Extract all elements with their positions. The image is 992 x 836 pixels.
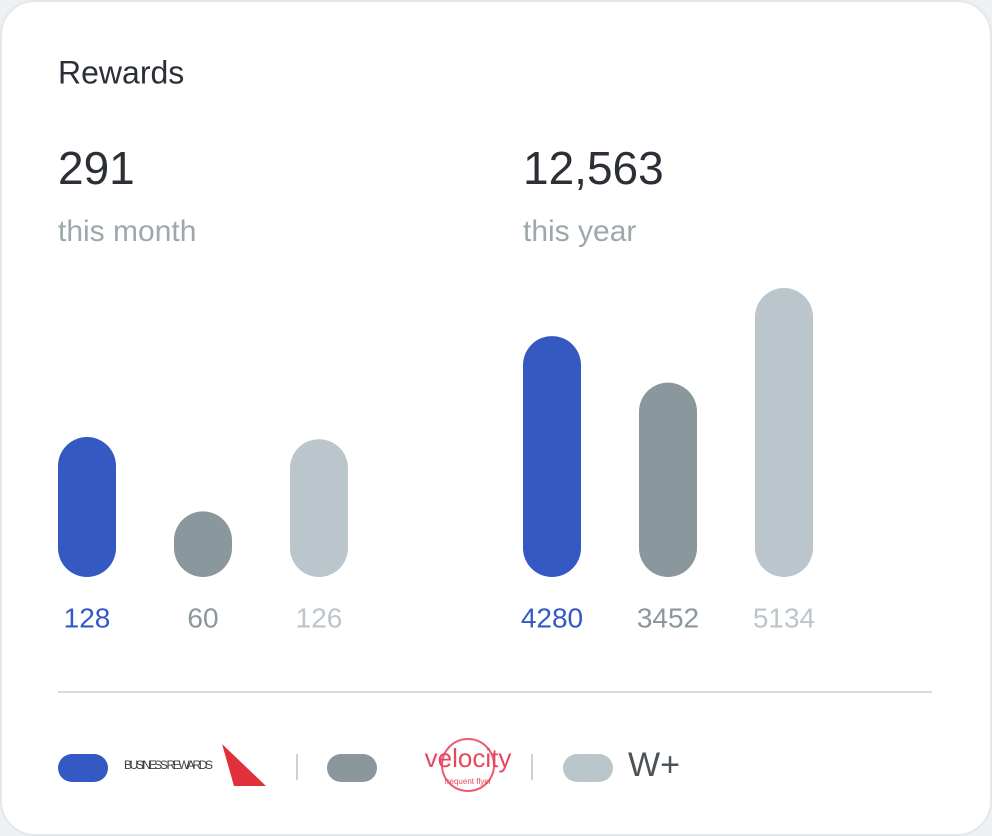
bar	[290, 439, 348, 577]
chart-subtitle: this year	[523, 215, 636, 248]
legend-label: W+	[628, 746, 680, 784]
bar	[755, 288, 813, 577]
card-title: Rewards	[58, 54, 184, 90]
legend-swatch	[58, 754, 108, 782]
value-label: 128	[64, 602, 111, 633]
bar	[58, 437, 116, 577]
bar	[523, 336, 581, 577]
legend-sublabel: frequent flyer	[445, 777, 492, 786]
bar	[174, 511, 232, 577]
legend-label: BUSINESS REWARDS	[124, 758, 214, 772]
value-label: 126	[296, 602, 343, 633]
legend-swatch	[327, 754, 377, 782]
legend-label: velocity	[425, 743, 512, 773]
velocity-logo-ring	[441, 738, 495, 792]
value-label: 60	[187, 602, 218, 633]
chart-total: 12,563	[523, 142, 664, 194]
qantas-logo	[222, 744, 266, 786]
chart-total: 291	[58, 142, 135, 194]
value-label: 5134	[753, 602, 815, 633]
value-label: 4280	[521, 602, 583, 633]
value-label: 3452	[637, 602, 699, 633]
bar	[639, 382, 697, 577]
chart-subtitle: this month	[58, 215, 196, 248]
legend-swatch	[563, 754, 613, 782]
